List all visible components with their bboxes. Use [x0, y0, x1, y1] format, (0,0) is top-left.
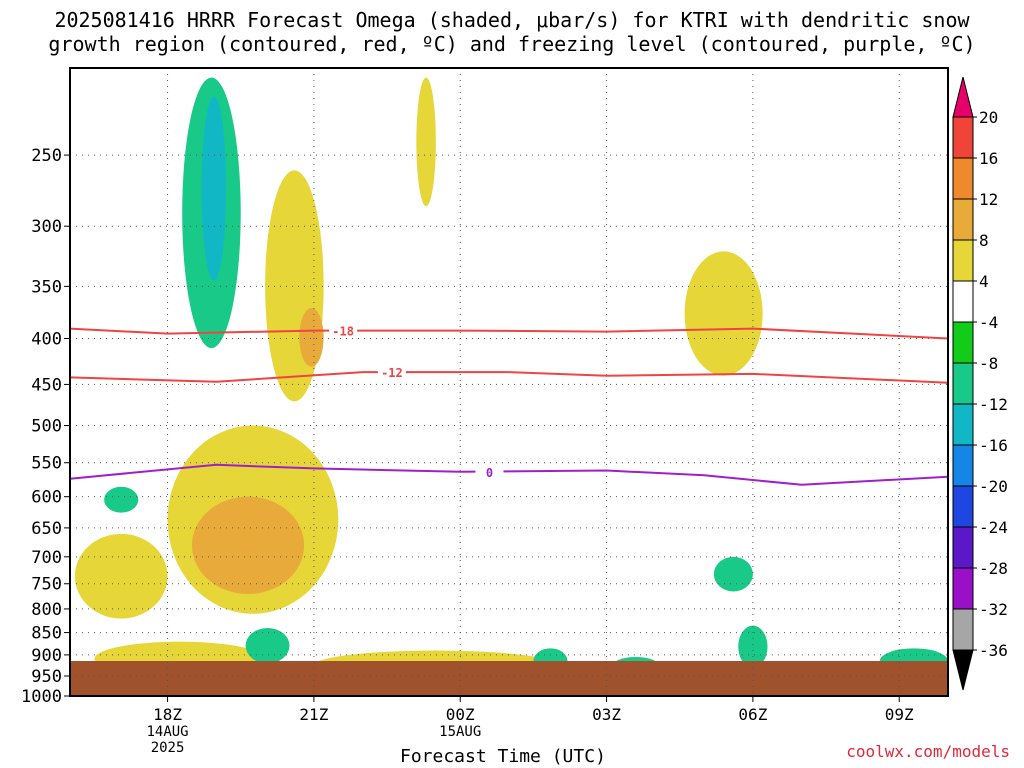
ground-layer [70, 661, 948, 696]
isotherm-label: -18 [332, 325, 354, 339]
isotherm-label-bg [475, 464, 504, 478]
isotherm-label: -12 [381, 366, 403, 380]
colorbar-segment [952, 362, 974, 405]
colorbar: 20 16 12 8 4 -4 -8 -12 -16 -20 -24 -28 -32 -36 [952, 76, 1008, 691]
colorbar-label: 8 [979, 231, 989, 250]
omega-region-4 [299, 308, 324, 367]
colorbar-segment [952, 239, 974, 282]
isotherm-label-bg [377, 365, 406, 379]
y-tick-label: 500 [31, 417, 62, 437]
x-tick-sublabel: 15AUG [439, 724, 481, 740]
colorbar-label: 16 [979, 149, 998, 168]
omega-region-6 [191, 496, 305, 595]
colorbar-label: -4 [979, 313, 998, 332]
colorbar-segment [952, 157, 974, 200]
omega-region-13 [713, 556, 753, 592]
colorbar-segment [952, 485, 974, 528]
omega-shading [74, 77, 948, 681]
colorbar-segment [952, 280, 974, 323]
plot-frame [69, 67, 949, 697]
omega-region-9 [104, 486, 139, 513]
omega-region-14 [684, 251, 763, 376]
x-axis-title: Forecast Time (UTC) [400, 746, 606, 767]
omega-region-12 [245, 627, 290, 664]
grid [70, 68, 948, 697]
colorbar-segment [952, 116, 974, 159]
colorbar-segment [952, 567, 974, 610]
colorbar-label: -12 [979, 395, 1008, 414]
y-tick-label: 600 [31, 488, 62, 508]
isotherm--12 [70, 371, 948, 384]
colorbar-segment [952, 526, 974, 569]
omega-region-3 [265, 170, 324, 402]
colorbar-label: 12 [979, 190, 998, 209]
y-tick-label: 300 [31, 217, 62, 237]
colorbar-segment [952, 403, 974, 446]
omega-region-1 [201, 96, 227, 281]
colorbar-label: -8 [979, 354, 998, 373]
colorbar-label: 4 [979, 272, 989, 291]
x-tick-label: 21Z [299, 705, 328, 724]
y-tick-label: 800 [31, 600, 62, 620]
x-tick-label: 00Z [446, 705, 475, 724]
y-tick-label: 400 [31, 329, 62, 349]
site-credit: coolwx.com/models [846, 742, 1010, 761]
x-tick-sublabel: 14AUG [146, 724, 188, 740]
colorbar-segment [952, 198, 974, 241]
y-tick-label: 900 [31, 646, 62, 666]
isotherm--18 [70, 327, 948, 340]
omega-region-17 [738, 625, 768, 668]
y-tick-label: 850 [31, 624, 62, 644]
colorbar-label: -28 [979, 559, 1008, 578]
x-tick-label: 18Z [153, 705, 182, 724]
x-tick-sublabel: 2025 [151, 740, 185, 756]
y-tick-label: 950 [31, 667, 62, 687]
y-tick-label: 450 [31, 375, 62, 395]
omega-region-2 [416, 77, 436, 207]
isotherm-label-bg [329, 323, 358, 337]
isotherm-label: 0 [486, 466, 493, 480]
colorbar-label: -24 [979, 518, 1008, 537]
title-line-1: 2025081416 HRRR Forecast Omega (shaded, … [54, 8, 970, 32]
colorbar-label: -20 [979, 477, 1008, 496]
isotherm-contours: -18 -12 0 [70, 323, 948, 486]
y-tick-label: 350 [31, 277, 62, 297]
y-tick-label: 250 [31, 146, 62, 166]
omega-region-8 [74, 533, 168, 619]
y-tick-label: 750 [31, 575, 62, 595]
title-line-2: growth region (contoured, red, ºC) and f… [48, 32, 976, 56]
colorbar-segment [952, 608, 974, 651]
isotherm-0 [70, 463, 948, 486]
colorbar-label: -16 [979, 436, 1008, 455]
colorbar-label: 20 [979, 108, 998, 127]
colorbar-label: -32 [979, 600, 1008, 619]
y-tick-label: 550 [31, 454, 62, 474]
colorbar-segment [952, 321, 974, 364]
colorbar-bottom-arrow [952, 649, 974, 691]
y-axis: 2503003504004505005506006507007508008509… [21, 146, 70, 707]
y-tick-label: 1000 [21, 687, 62, 707]
x-tick-label: 09Z [885, 705, 914, 724]
y-tick-label: 650 [31, 519, 62, 539]
y-tick-label: 700 [31, 548, 62, 568]
chart-title: 2025081416 HRRR Forecast Omega (shaded, … [0, 8, 1024, 56]
colorbar-top-arrow [952, 76, 974, 118]
colorbar-label: -36 [979, 641, 1008, 660]
x-tick-label: 06Z [738, 705, 767, 724]
x-tick-label: 03Z [592, 705, 621, 724]
colorbar-segment [952, 444, 974, 487]
